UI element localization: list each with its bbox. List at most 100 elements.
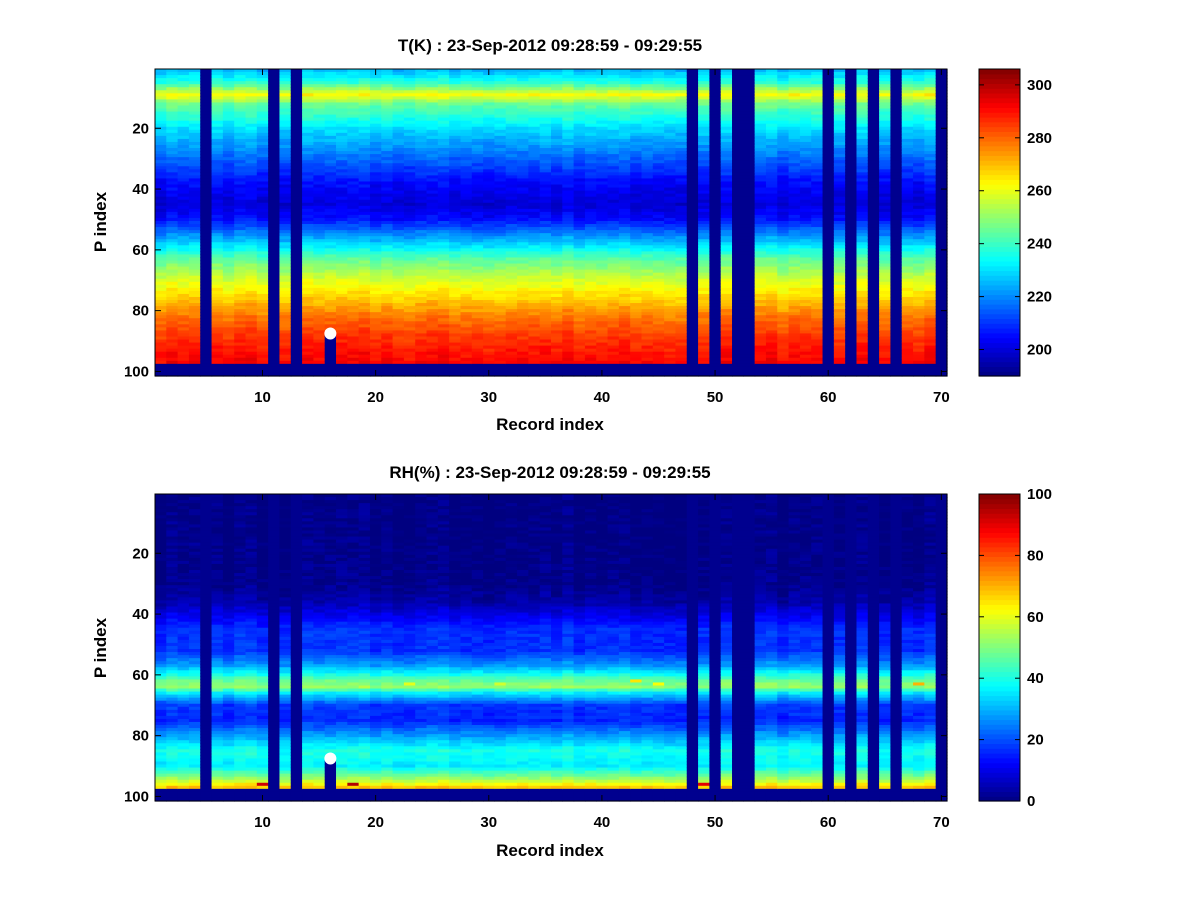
- heatmap-cell: [494, 196, 507, 201]
- heatmap-cell: [596, 251, 609, 256]
- heatmap-cell: [336, 336, 348, 341]
- heatmap-cell: [177, 248, 190, 252]
- heatmap-cell: [449, 281, 462, 286]
- heatmap-cell: [200, 303, 213, 307]
- heatmap-cell: [483, 321, 496, 325]
- heatmap-cell: [369, 193, 382, 198]
- heatmap-cell: [630, 184, 643, 189]
- heatmap-cell: [562, 260, 575, 265]
- heatmap-cell: [245, 126, 258, 131]
- heatmap-cell: [460, 312, 473, 316]
- heatmap-cell: [437, 300, 450, 304]
- heatmap-cell: [652, 330, 665, 335]
- heatmap-cell: [403, 178, 416, 183]
- heatmap-cell: [392, 327, 405, 332]
- heatmap-cell: [155, 269, 167, 274]
- heatmap-cell: [686, 321, 699, 325]
- heatmap-cell: [709, 138, 722, 143]
- heatmap-cell: [686, 157, 699, 161]
- heatmap-cell: [426, 160, 439, 164]
- heatmap-cell: [426, 257, 439, 262]
- heatmap-cell: [460, 278, 473, 283]
- heatmap-cell: [528, 284, 541, 289]
- heatmap-cell: [551, 363, 563, 368]
- heatmap-cell: [449, 227, 462, 231]
- heatmap-cell: [584, 214, 597, 219]
- heatmap-cell: [166, 144, 179, 149]
- heatmap-cell: [494, 369, 507, 374]
- heatmap-cell: [279, 181, 292, 186]
- heatmap-cell: [392, 300, 405, 304]
- heatmap-cell: [596, 278, 609, 283]
- heatmap-cell: [188, 217, 201, 222]
- heatmap-cell: [222, 214, 235, 219]
- heatmap-cell: [483, 245, 496, 249]
- heatmap-cell: [290, 178, 303, 183]
- heatmap-cell: [426, 360, 439, 365]
- heatmap-cell: [222, 123, 235, 128]
- heatmap-cell: [483, 178, 496, 183]
- heatmap-cell: [437, 324, 450, 328]
- heatmap-cell: [664, 306, 677, 310]
- heatmap-cell: [290, 154, 303, 158]
- heatmap-cell: [426, 242, 439, 246]
- heatmap-cell: [698, 208, 710, 213]
- heatmap-cell: [166, 348, 179, 353]
- heatmap-cell: [290, 81, 303, 85]
- heatmap-cell: [177, 269, 190, 274]
- heatmap-cell: [471, 269, 484, 274]
- heatmap-cell: [652, 248, 665, 252]
- heatmap-cell: [256, 360, 269, 365]
- heatmap-cell: [426, 202, 439, 207]
- heatmap-cell: [245, 87, 258, 91]
- heatmap-cell: [675, 81, 688, 85]
- heatmap-cell: [539, 163, 552, 167]
- heatmap-cell: [505, 214, 518, 219]
- heatmap-cell: [607, 108, 620, 113]
- heatmap-cell: [652, 154, 665, 158]
- heatmap-cell: [336, 96, 348, 100]
- heatmap-cell: [188, 190, 201, 195]
- heatmap-cell: [336, 138, 348, 143]
- heatmap-cell: [347, 266, 360, 271]
- heatmap-cell: [256, 290, 269, 295]
- heatmap-cell: [313, 126, 326, 131]
- heatmap-cell: [358, 360, 371, 365]
- heatmap-cell: [392, 120, 405, 125]
- heatmap-cell: [313, 141, 326, 146]
- heatmap-cell: [166, 184, 179, 189]
- heatmap-cell: [155, 202, 167, 207]
- heatmap-cell: [471, 211, 484, 216]
- heatmap-cell: [449, 217, 462, 222]
- heatmap-cell: [415, 187, 428, 192]
- heatmap-cell: [652, 172, 665, 176]
- heatmap-cell: [358, 160, 371, 164]
- heatmap-cell: [211, 327, 224, 332]
- heatmap-cell: [664, 217, 677, 222]
- heatmap-cell: [392, 263, 405, 268]
- heatmap-cell: [426, 303, 439, 307]
- heatmap-cell: [618, 309, 631, 313]
- heatmap-cell: [539, 266, 552, 271]
- heatmap-cell: [652, 242, 665, 246]
- heatmap-cell: [562, 363, 575, 368]
- heatmap-cell: [584, 148, 597, 152]
- heatmap-cell: [630, 114, 643, 119]
- heatmap-cell: [245, 99, 258, 104]
- heatmap-cell: [675, 93, 688, 97]
- heatmap-cell: [290, 135, 303, 140]
- heatmap-cell: [211, 269, 224, 274]
- heatmap-cell: [698, 166, 710, 170]
- heatmap-cell: [505, 342, 518, 347]
- heatmap-cell: [618, 269, 631, 274]
- heatmap-cell: [664, 230, 677, 234]
- heatmap-cell: [268, 190, 281, 195]
- heatmap-cell: [551, 224, 563, 228]
- heatmap-cell: [336, 345, 348, 350]
- heatmap-cell: [698, 327, 710, 332]
- heatmap-cell: [200, 193, 213, 198]
- heatmap-cell: [573, 190, 586, 195]
- heatmap-cell: [483, 260, 496, 265]
- heatmap-cell: [222, 93, 235, 97]
- heatmap-cell: [630, 72, 643, 76]
